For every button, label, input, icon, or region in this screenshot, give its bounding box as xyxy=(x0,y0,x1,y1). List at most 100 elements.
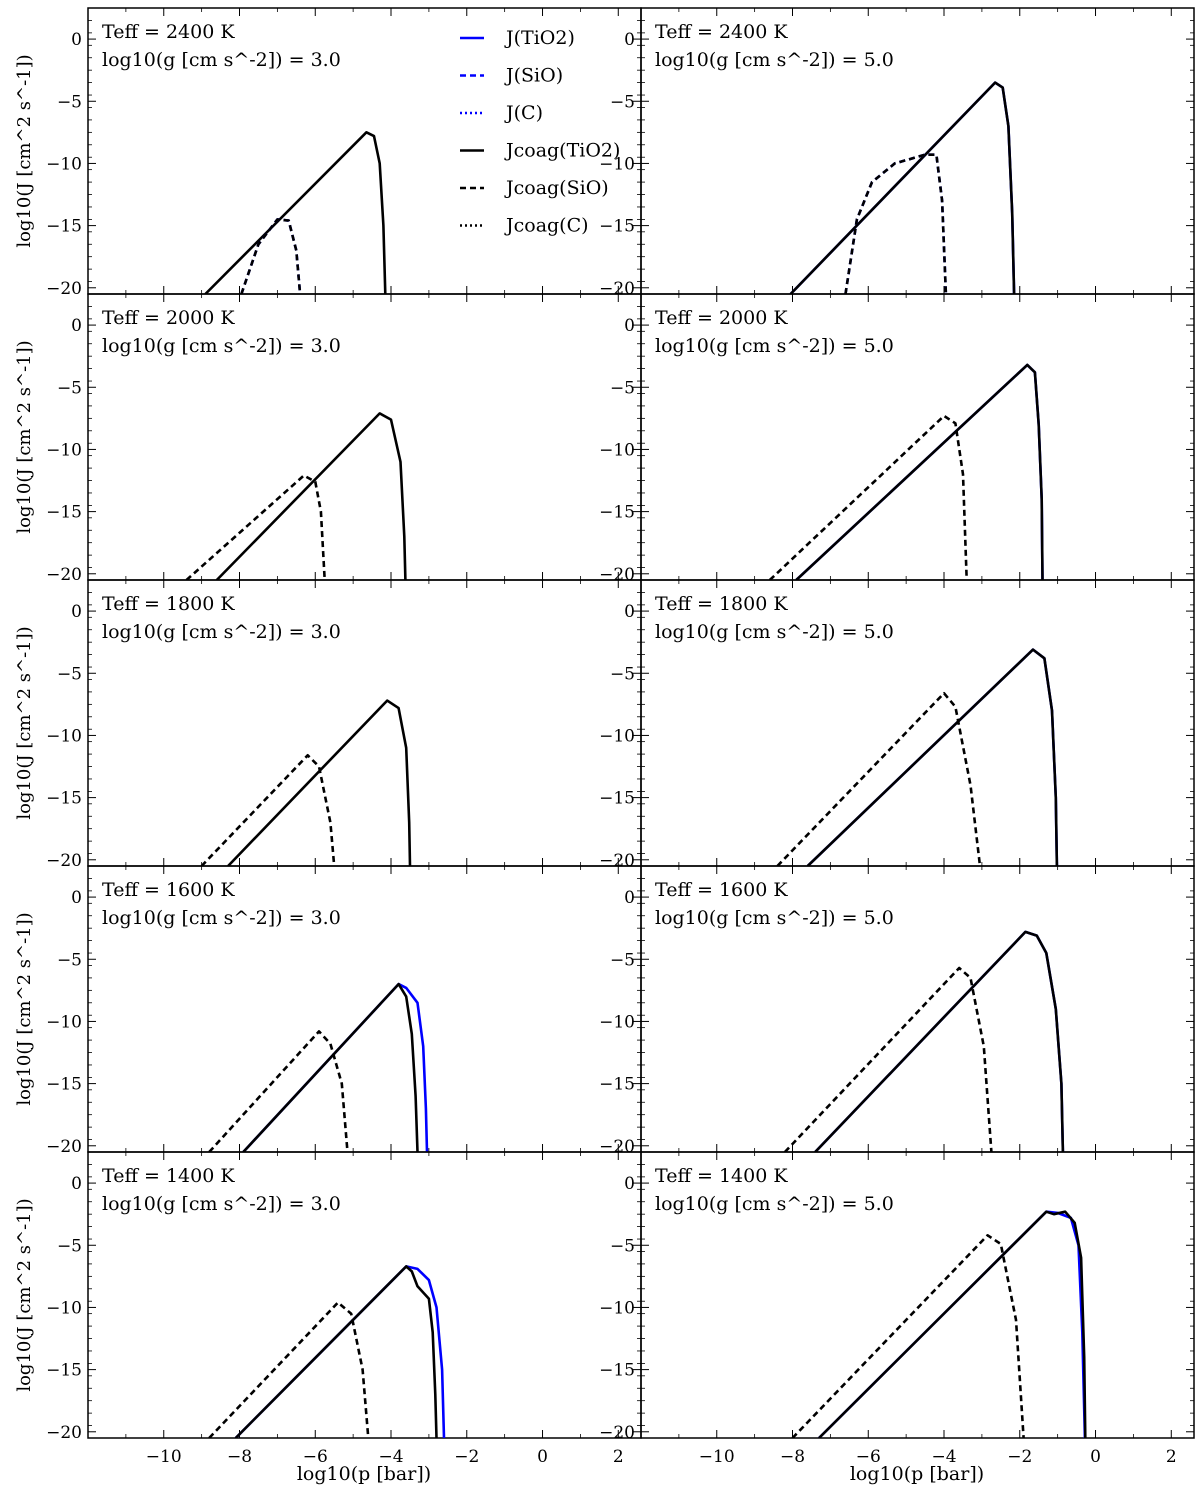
y-tick-label: −15 xyxy=(599,1075,635,1095)
y-tick-label: −20 xyxy=(46,279,82,299)
legend-label: Jcoag(C) xyxy=(504,215,589,237)
y-tick-label: −15 xyxy=(599,1361,635,1381)
y-tick-label: −10 xyxy=(599,440,635,460)
y-tick-label: −15 xyxy=(599,789,635,809)
teff-label: Teff = 2400 K xyxy=(655,21,788,43)
x-tick-label: −8 xyxy=(227,1447,252,1467)
y-tick-label: −10 xyxy=(46,154,82,174)
y-tick-label: −10 xyxy=(46,1012,82,1032)
logg-label: log10(g [cm s^-2]) = 5.0 xyxy=(655,335,894,357)
panel-8: 0 −5 −10 −15 −20 Teff = 1600 K log10(g [cm s^-… xyxy=(599,865,1195,1157)
y-tick-label: −20 xyxy=(599,1423,635,1443)
curves xyxy=(185,412,407,580)
x-tick-label: 0 xyxy=(537,1447,548,1467)
series-line xyxy=(242,982,429,1152)
y-tick-label: −10 xyxy=(46,1298,82,1318)
y-tick-label: 0 xyxy=(624,1174,635,1194)
y-tick-label: −20 xyxy=(46,565,82,585)
y-tick-label: 0 xyxy=(624,316,635,336)
plot-frame xyxy=(640,1151,1195,1439)
logg-label: log10(g [cm s^-2]) = 3.0 xyxy=(102,1193,341,1215)
panel-7: 0 −5 −10 −15 −20 log10(J [cm^2 s^-1]) Teff = 1… xyxy=(14,865,642,1157)
y-tick-label: −5 xyxy=(610,1236,635,1256)
panel-1: 0 −5 −10 −15 −20 log10(J [cm^2 s^-1]) Teff = 2… xyxy=(14,7,642,299)
logg-label: log10(g [cm s^-2]) = 5.0 xyxy=(655,621,894,643)
teff-label: Teff = 2000 K xyxy=(655,307,788,329)
y-tick-label: −5 xyxy=(57,378,82,398)
legend-item-J_TiO2: J(TiO2) xyxy=(460,27,575,49)
legend-label: J(SiO) xyxy=(504,65,563,87)
y-tick-label: −15 xyxy=(599,217,635,237)
x-tick-label: −2 xyxy=(454,1447,479,1467)
x-tick-label: −6 xyxy=(303,1447,328,1467)
curves xyxy=(789,81,1016,294)
legend-item-Jcoag_SiO: Jcoag(SiO) xyxy=(460,177,609,199)
y-tick-label: −15 xyxy=(46,503,82,523)
legend-label: Jcoag(SiO) xyxy=(504,177,609,199)
logg-label: log10(g [cm s^-2]) = 3.0 xyxy=(102,907,341,929)
curves xyxy=(208,1265,446,1438)
teff-label: Teff = 1600 K xyxy=(655,879,788,901)
series-line xyxy=(814,930,1065,1152)
x-tick-label: 2 xyxy=(613,1447,624,1467)
legend-item-Jcoag_C: Jcoag(C) xyxy=(460,215,589,237)
series-line xyxy=(208,1030,349,1152)
legend-item-J_SiO: J(SiO) xyxy=(460,65,563,87)
y-tick-label: −5 xyxy=(57,92,82,112)
series-line xyxy=(242,982,419,1152)
y-tick-label: −20 xyxy=(599,851,635,871)
legend: J(TiO2) J(SiO) J(C) Jcoag(TiO2) Jcoag(SiO) Jc… xyxy=(460,27,620,237)
series-line xyxy=(844,153,948,294)
legend-label: Jcoag(TiO2) xyxy=(504,140,620,162)
y-tick-label: −5 xyxy=(610,950,635,970)
series-line xyxy=(789,81,1016,294)
y-tick-label: −20 xyxy=(46,1423,82,1443)
series-line xyxy=(240,218,302,294)
teff-label: Teff = 1600 K xyxy=(102,879,235,901)
x-tick-label: 2 xyxy=(1166,1447,1177,1467)
series-line xyxy=(818,1210,1087,1438)
teff-label: Teff = 1400 K xyxy=(655,1165,788,1187)
y-tick-label: −20 xyxy=(46,851,82,871)
curves xyxy=(768,363,1044,580)
panel-2: 0 −5 −10 −15 −20 Teff = 2400 K log10(g [cm s^-… xyxy=(599,7,1195,299)
y-axis-label: log10(J [cm^2 s^-1]) xyxy=(14,1198,35,1391)
x-tick-label: −10 xyxy=(699,1447,735,1467)
series-line xyxy=(185,474,326,580)
y-tick-label: −10 xyxy=(599,1012,635,1032)
teff-label: Teff = 1800 K xyxy=(102,593,235,615)
y-tick-label: −5 xyxy=(610,92,635,112)
series-line xyxy=(844,153,948,294)
series-line xyxy=(806,648,1059,866)
y-tick-label: 0 xyxy=(71,888,82,908)
logg-label: log10(g [cm s^-2]) = 3.0 xyxy=(102,621,341,643)
curves xyxy=(208,982,429,1152)
legend-item-Jcoag_TiO2: Jcoag(TiO2) xyxy=(460,140,620,162)
logg-label: log10(g [cm s^-2]) = 5.0 xyxy=(655,49,894,71)
y-axis-label: log10(J [cm^2 s^-1]) xyxy=(14,340,35,533)
teff-label: Teff = 1800 K xyxy=(655,593,788,615)
panel-3: 0 −5 −10 −15 −20 log10(J [cm^2 s^-1]) Teff = 2… xyxy=(14,293,642,585)
series-line xyxy=(818,1210,1087,1438)
y-tick-label: −15 xyxy=(46,1075,82,1095)
series-line xyxy=(768,414,968,580)
teff-label: Teff = 2000 K xyxy=(102,307,235,329)
y-tick-label: −15 xyxy=(46,789,82,809)
y-tick-label: −10 xyxy=(599,726,635,746)
series-line xyxy=(234,1265,446,1438)
logg-label: log10(g [cm s^-2]) = 5.0 xyxy=(655,1193,894,1215)
y-axis-label: log10(J [cm^2 s^-1]) xyxy=(14,912,35,1105)
y-tick-label: −20 xyxy=(599,1137,635,1157)
x-tick-label: −10 xyxy=(146,1447,182,1467)
x-axis-label-left: log10(p [bar]) xyxy=(297,1463,431,1485)
y-tick-label: 0 xyxy=(624,602,635,622)
curves xyxy=(791,1210,1087,1438)
y-tick-label: −5 xyxy=(57,1236,82,1256)
teff-label: Teff = 1400 K xyxy=(102,1165,235,1187)
y-tick-label: 0 xyxy=(71,602,82,622)
legend-item-J_C: J(C) xyxy=(460,102,543,124)
series-line xyxy=(783,966,993,1152)
